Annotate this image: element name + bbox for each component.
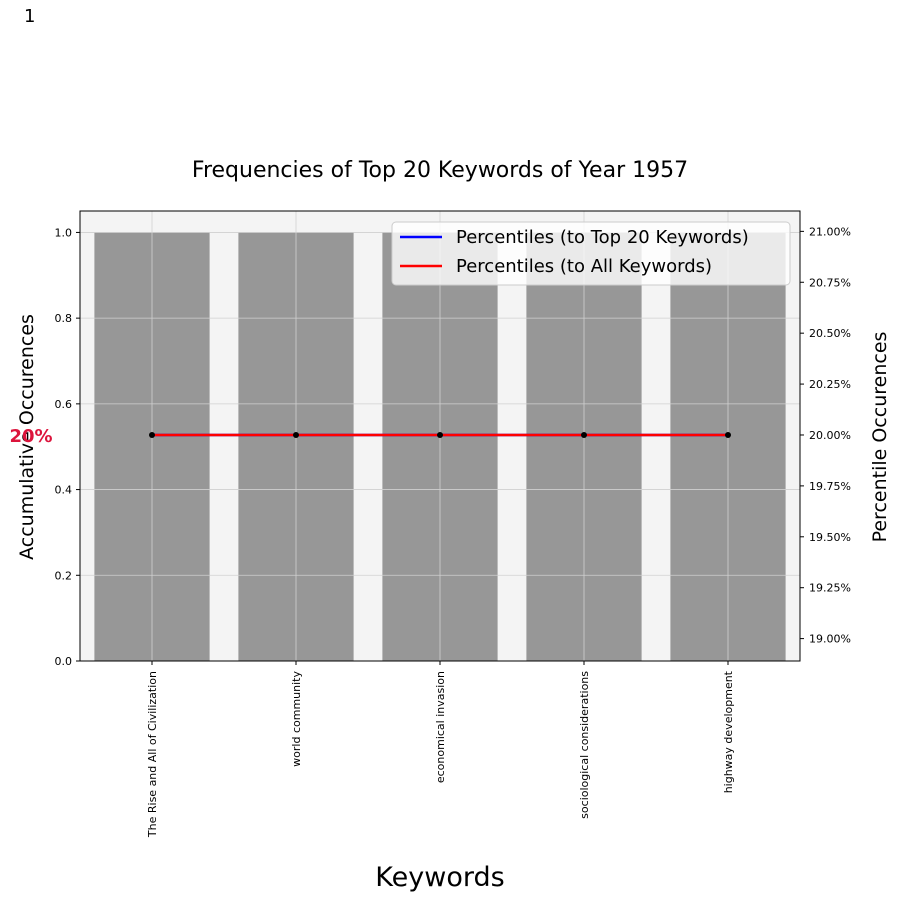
x-tick-label: economical invasion (434, 671, 447, 783)
data-point (437, 431, 443, 438)
y-tick-label: 1.0 (55, 226, 73, 239)
percent-annotation: 20% (9, 426, 52, 447)
y2-tick-label: 20.75% (809, 276, 851, 289)
legend-box (391, 221, 791, 286)
data-point (581, 431, 587, 438)
legend-label: Percentiles (to All Keywords) (456, 256, 712, 277)
y2-tick-label: 19.50% (809, 531, 851, 544)
axes: 0.0 0.2 0.4 0.6 0.8 1.0 19.00% 19.25% 19.50% 19.7… (55, 225, 851, 838)
data-point (293, 431, 299, 438)
x-tick-label: world community (290, 671, 303, 767)
y2-tick-label: 21.00% (809, 225, 851, 238)
data-point (149, 431, 155, 438)
y2-tick-label: 20.00% (809, 429, 851, 442)
legend: Percentiles (to Top 20 Keywords) Percenti… (391, 221, 791, 286)
y2-tick-label: 20.50% (809, 327, 851, 340)
y-tick-label: 0.6 (55, 398, 73, 411)
y-tick-label: 0.8 (55, 312, 73, 325)
x-tick-label: sociological considerations (578, 671, 591, 819)
x-tick-label: The Rise and All of Civilization (146, 671, 159, 838)
page-number: 1 (24, 6, 36, 27)
y-tick-label: 0.2 (55, 569, 73, 582)
x-axis-label: Keywords (375, 862, 504, 893)
series-lines (149, 431, 731, 438)
x-tick-label: highway development (722, 670, 735, 793)
y2-tick-label: 19.75% (809, 480, 851, 493)
y2-tick-label: 19.00% (809, 633, 851, 646)
y2-axis-label: Percentile Occurences (869, 332, 891, 543)
data-point (725, 431, 731, 438)
y-tick-label: 0.4 (55, 484, 73, 497)
y2-tick-label: 19.25% (809, 582, 851, 595)
y-tick-label: 0.0 (55, 655, 73, 668)
y2-tick-label: 20.25% (809, 378, 851, 391)
chart-title: Frequencies of Top 20 Keywords of Year 1… (192, 158, 688, 183)
legend-label: Percentiles (to Top 20 Keywords) (456, 227, 749, 248)
y-axis-label: Accumulative Occurences (16, 314, 38, 560)
